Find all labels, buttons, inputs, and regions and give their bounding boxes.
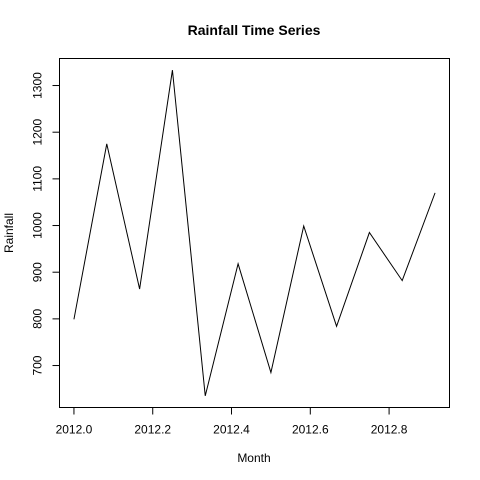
x-tick-label: 2012.8: [371, 423, 408, 437]
y-tick-label: 700: [31, 355, 45, 375]
x-tick-label: 2012.4: [213, 423, 250, 437]
x-tick-label: 2012.0: [56, 423, 93, 437]
x-tick-label: 2012.6: [292, 423, 329, 437]
y-tick-label: 1300: [31, 72, 45, 99]
y-axis-label: Rainfall: [2, 213, 16, 253]
plot-area-frame: [59, 58, 450, 408]
y-tick-label: 1100: [31, 166, 45, 192]
y-tick-label: 1200: [31, 119, 45, 146]
y-tick-label: 900: [31, 262, 45, 282]
series-line: [73, 70, 436, 396]
x-tick-label: 2012.2: [134, 423, 171, 437]
y-tick-label: 1000: [31, 212, 45, 239]
y-tick-label: 800: [31, 309, 45, 329]
x-axis: 2012.0 2012.2 2012.4 2012.6 2012.8: [56, 407, 408, 437]
y-axis: 700 800 900 1000 1100 1200 1300: [31, 72, 60, 376]
series-layer: [73, 70, 436, 396]
x-axis-label: Month: [237, 451, 270, 465]
chart-title: Rainfall Time Series: [188, 22, 321, 38]
